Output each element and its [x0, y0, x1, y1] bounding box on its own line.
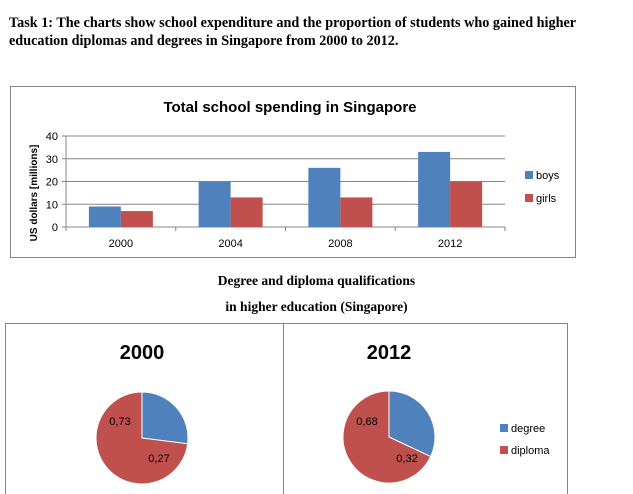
y-tick-label: 40 [46, 131, 58, 143]
legend-label-boys: boys [536, 170, 560, 182]
section-heading-line2: in higher education (Singapore) [225, 299, 408, 314]
legend-swatch-girls [525, 194, 533, 202]
bar-girls-2004 [230, 197, 263, 227]
x-tick-label: 2008 [328, 238, 352, 250]
legend-label-girls: girls [536, 193, 557, 205]
y-axis-label: US dollars [millions] [29, 145, 40, 242]
y-tick-label: 10 [46, 199, 58, 211]
bar-boys-2012 [418, 151, 451, 227]
bar-girls-2000 [120, 211, 153, 227]
bar-girls-2012 [450, 181, 483, 227]
bar-chart-title: Total school spending in Singapore [163, 99, 416, 116]
x-tick-label: 2012 [438, 238, 462, 250]
y-tick-label: 30 [46, 154, 58, 166]
y-tick-label: 0 [52, 222, 58, 234]
bar-boys-2008 [308, 167, 341, 227]
bar-chart-frame [10, 86, 576, 258]
task-description: Task 1: The charts show school expenditu… [9, 15, 576, 49]
legend-swatch-boys [525, 171, 533, 179]
x-tick-label: 2004 [218, 238, 242, 250]
y-tick-label: 20 [46, 177, 58, 189]
bar-girls-2008 [340, 197, 373, 227]
bar-boys-2000 [88, 206, 121, 227]
section-heading-line1: Degree and diploma qualifications [217, 273, 416, 288]
x-tick-label: 2000 [109, 238, 133, 250]
bar-boys-2004 [198, 181, 231, 227]
